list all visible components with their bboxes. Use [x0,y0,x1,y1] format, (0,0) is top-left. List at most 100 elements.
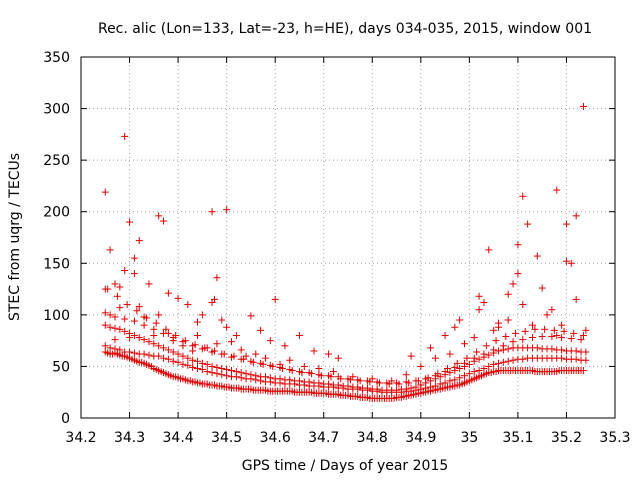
data-point [461,359,469,367]
data-point [509,280,517,288]
data-point [101,342,109,350]
data-point [106,311,114,319]
data-point [223,372,231,380]
data-point [562,220,570,228]
data-point [208,208,216,216]
data-point [356,377,364,385]
data-point [172,331,180,339]
data-point [558,321,566,329]
data-point [504,357,512,365]
data-point [533,344,541,352]
data-point [252,350,260,358]
data-point [184,354,192,362]
data-point [567,259,575,267]
data-point [130,270,138,278]
data-point [261,354,269,362]
data-point [315,364,323,372]
data-point [198,366,206,374]
data-point [494,347,502,355]
data-point [475,306,483,314]
data-point [203,344,211,352]
data-point [247,371,255,379]
data-point [174,350,182,358]
data-point [541,325,549,333]
data-point [232,331,240,339]
data-point [174,358,182,366]
data-point [451,363,459,371]
data-point [295,331,303,339]
data-point [232,368,240,376]
x-tick-label: 34.7 [308,430,339,446]
data-point [308,370,316,378]
y-tick-label: 50 [52,359,70,375]
data-point [198,359,206,367]
data-point [417,381,425,389]
data-point [572,347,580,355]
data-point [412,383,420,391]
data-point [567,335,575,343]
data-point [475,367,483,375]
data-point [101,321,109,329]
data-point [475,355,483,363]
data-point [208,362,216,370]
data-point [519,192,527,200]
data-point [407,352,415,360]
data-point [582,326,590,334]
data-point [317,372,325,380]
data-point [179,360,187,368]
data-point [140,350,148,358]
data-point [111,336,119,344]
data-point [558,346,566,354]
data-point [194,364,202,372]
data-point [310,347,318,355]
data-point [220,350,228,358]
data-point [130,349,138,357]
data-point [456,364,464,372]
data-point [227,338,235,346]
data-point [286,376,294,384]
data-point [570,329,578,337]
data-point [560,327,568,335]
data-point [133,307,141,315]
x-tick-label: 35.3 [599,430,630,446]
data-point [485,362,493,370]
data-point [155,311,163,319]
data-point [444,364,452,372]
data-point [155,342,163,350]
x-tick-label: 35 [460,430,478,446]
data-point [169,337,177,345]
data-point [475,292,483,300]
data-point [121,132,129,140]
data-point [579,367,587,375]
data-point [424,374,432,382]
data-point [504,290,512,298]
data-point [295,377,303,385]
data-point [208,369,216,377]
data-point [548,345,556,353]
data-point [376,379,384,387]
data-point [300,362,308,370]
data-point [189,356,197,364]
data-point [519,355,527,363]
chart-title: Rec. alic (Lon=133, Lat=-23, h=HE), days… [98,21,592,37]
data-point [579,103,587,111]
data-point [130,331,138,339]
x-tick-label: 34.3 [114,430,145,446]
x-tick-label: 34.4 [163,430,194,446]
data-point [269,362,277,370]
data-point [223,323,231,331]
data-point [441,379,449,387]
data-point [113,292,121,300]
data-point [257,326,265,334]
data-point [150,325,158,333]
x-tick-label: 34.8 [357,430,388,446]
data-point [538,333,546,341]
data-point [451,323,459,331]
data-point [140,321,148,329]
data-point [213,363,221,371]
y-tick-labels: 0 50 100 150 200 250 300 350 [43,50,70,427]
data-point [494,359,502,367]
data-point [101,309,109,317]
data-point [189,347,197,355]
data-point [288,367,296,375]
